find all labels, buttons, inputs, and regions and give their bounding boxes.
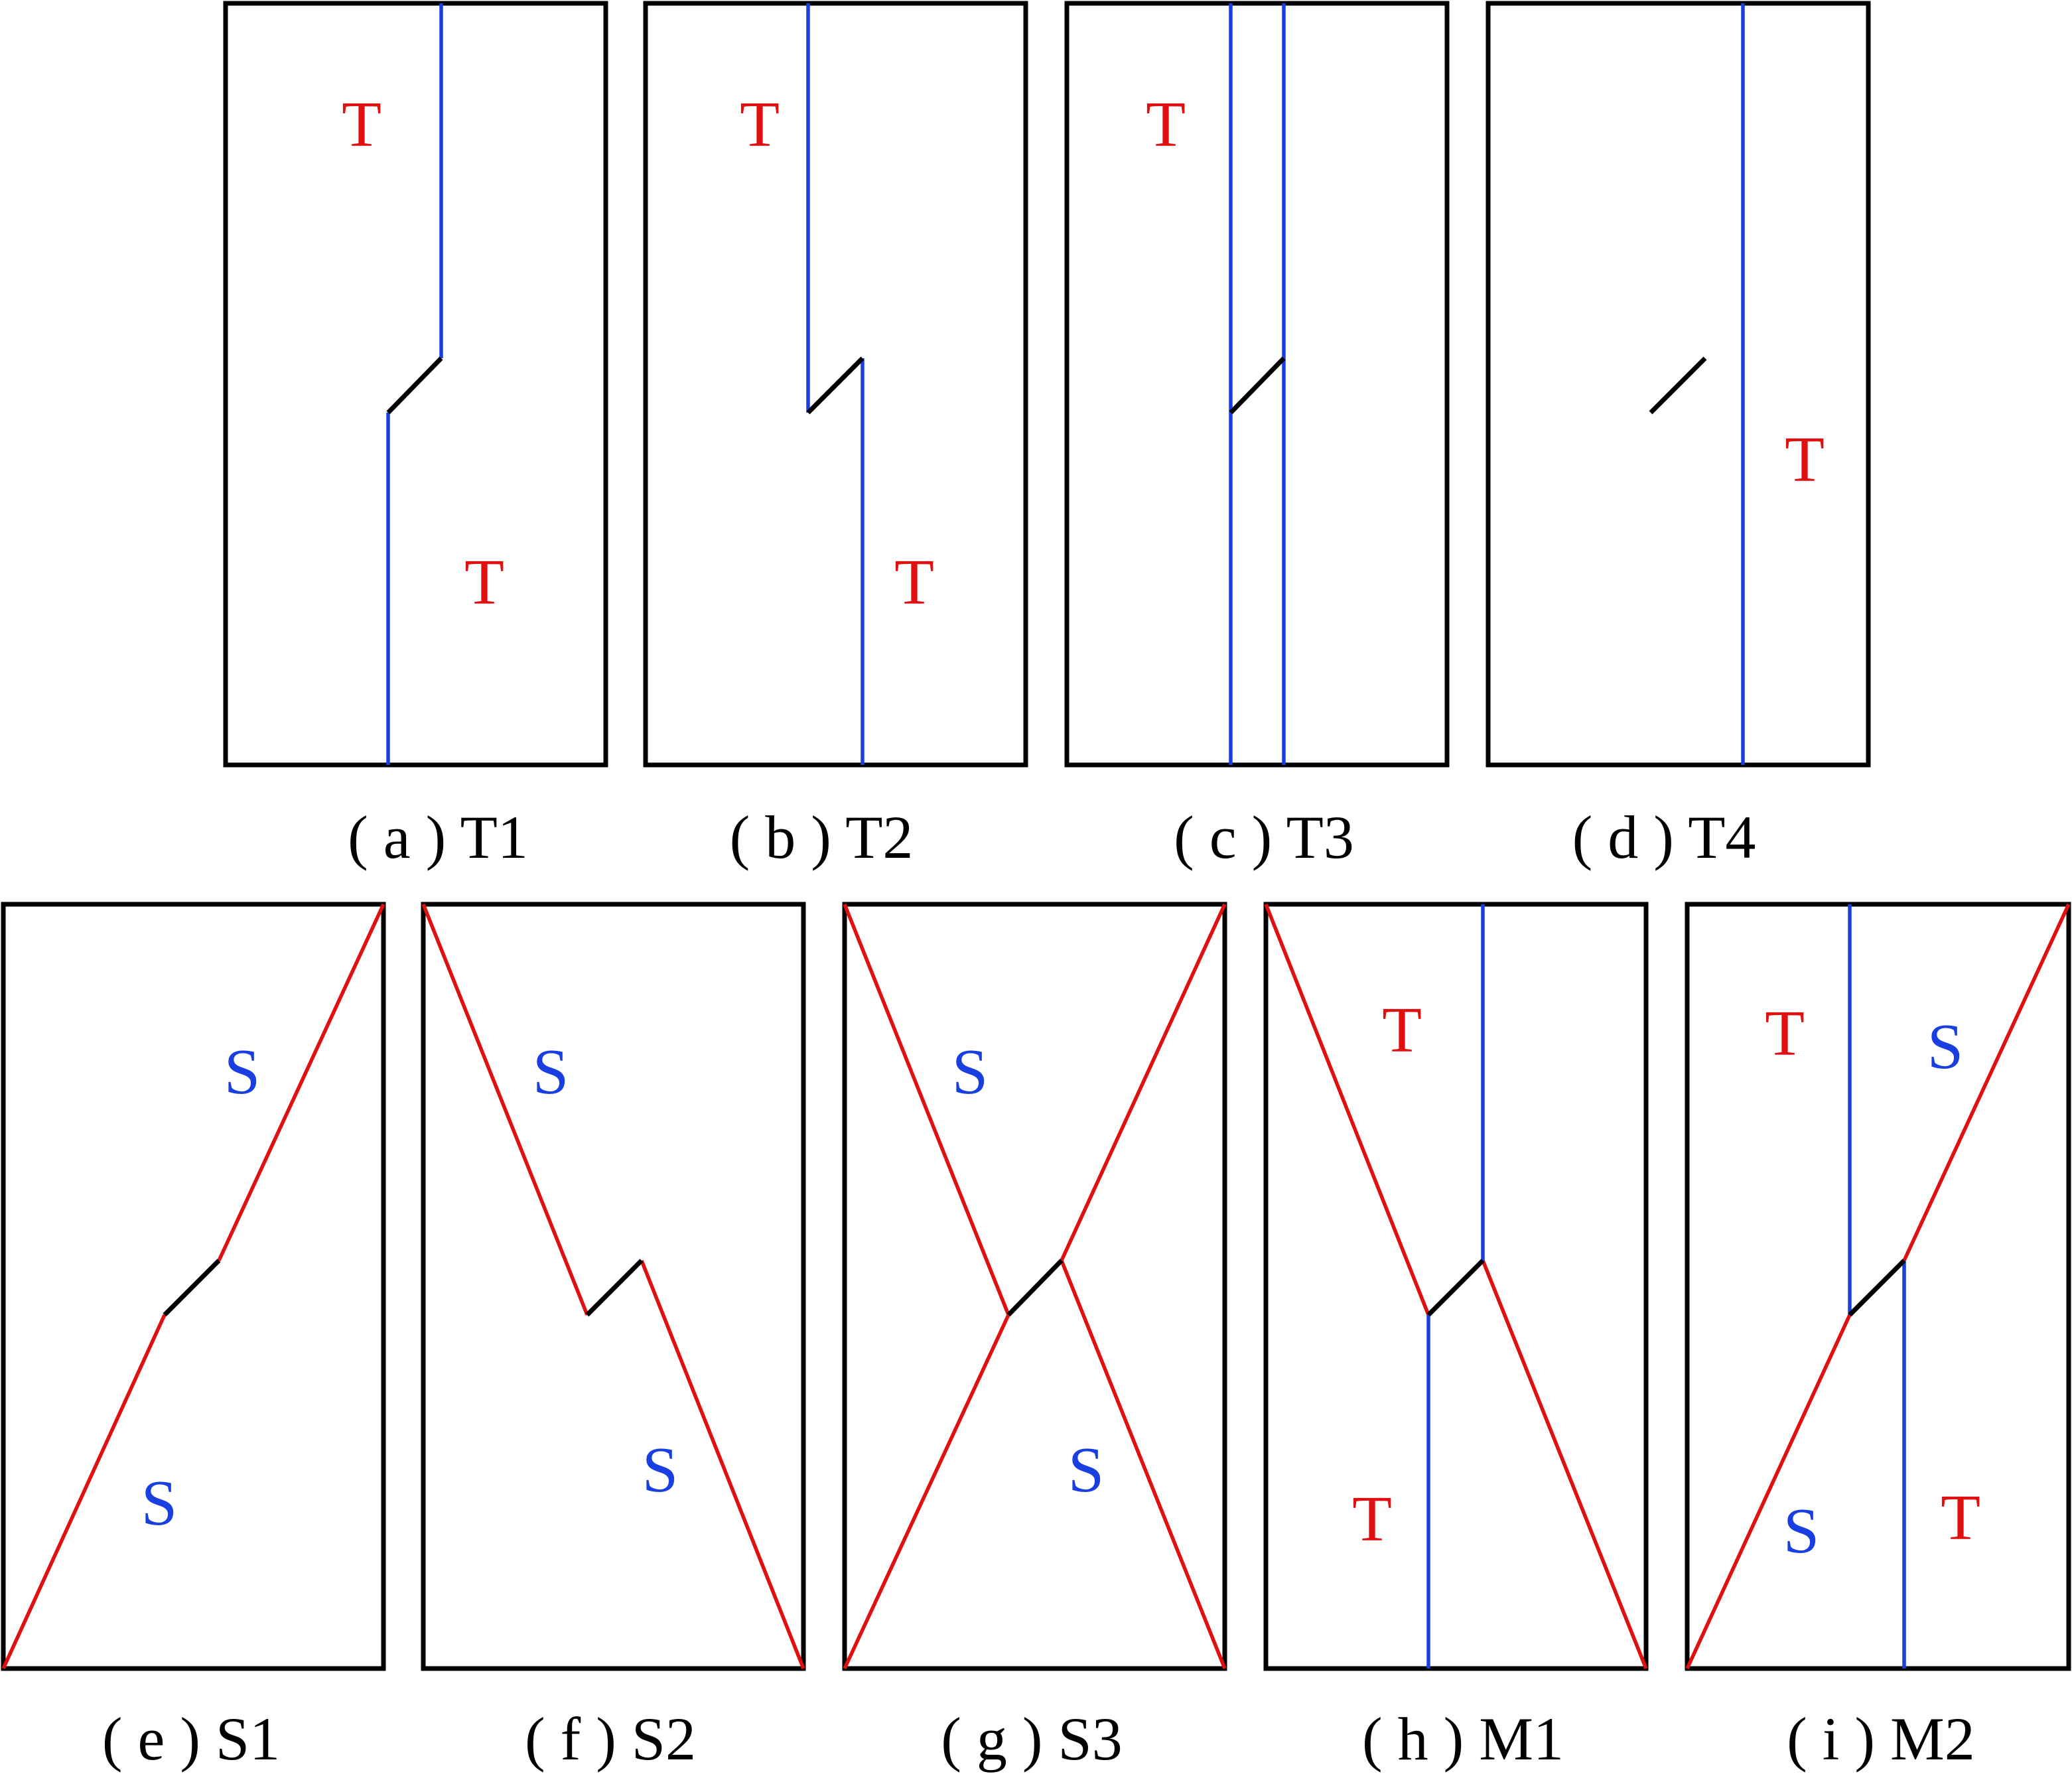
panel-i: T S S T ( i ) M2	[1685, 902, 2071, 1773]
panel-caption: ( b ) T2	[730, 803, 914, 871]
pre-crack	[806, 356, 864, 415]
specimen-frame	[223, 1, 608, 768]
panel-g: S S ( g ) S3	[842, 902, 1227, 1773]
panel-b: T T ( b ) T2	[643, 1, 1028, 871]
specimen-frame	[842, 902, 1227, 1671]
failure-mode-mark: S	[952, 1036, 989, 1108]
pre-crack	[1848, 1259, 1906, 1317]
failure-mode-mark: T	[1382, 994, 1422, 1066]
failure-mode-mark: T	[894, 547, 934, 618]
panel-caption: ( a ) T1	[348, 803, 528, 871]
propagation-path	[1685, 1314, 1852, 1670]
specimen-frame	[1064, 1, 1450, 768]
propagation-path	[1, 1314, 167, 1670]
failure-mode-mark: T	[1352, 1483, 1392, 1555]
specimen-frame	[643, 1, 1028, 768]
panel-caption: ( e ) S1	[102, 1705, 280, 1773]
panel-caption: ( d ) T4	[1572, 803, 1756, 871]
propagation-path	[217, 903, 385, 1262]
specimen-frame	[1, 902, 386, 1671]
failure-mode-mark: T	[1146, 89, 1186, 161]
failure-mode-mark: T	[740, 89, 780, 161]
propagation-path	[1060, 1259, 1227, 1670]
failure-mode-mark: S	[1068, 1434, 1105, 1506]
propagation-path	[843, 1314, 1010, 1670]
failure-mode-mark: T	[464, 547, 504, 618]
panel-c: T ( c ) T3	[1064, 1, 1450, 871]
failure-mode-mark: S	[533, 1036, 569, 1108]
specimen-frame	[421, 902, 806, 1671]
panel-e: S S ( e ) S1	[1, 902, 386, 1773]
panel-d: T ( d ) T4	[1485, 1, 1871, 871]
propagation-path	[1481, 1259, 1648, 1670]
propagation-path	[640, 1259, 805, 1670]
failure-mode-mark: T	[1765, 998, 1805, 1069]
failure-mode-mark: T	[1941, 1482, 1980, 1554]
specimen-frame	[1485, 1, 1871, 768]
panel-f: S S ( f ) S2	[421, 902, 806, 1773]
failure-mode-mark: S	[642, 1434, 679, 1506]
pre-crack	[1229, 356, 1286, 415]
propagation-path	[1060, 903, 1227, 1262]
pre-crack	[585, 1259, 644, 1317]
failure-mode-mark: T	[342, 89, 381, 161]
panel-caption: ( h ) M1	[1362, 1705, 1564, 1773]
pre-crack	[163, 1259, 221, 1317]
specimen-frame	[1263, 902, 1649, 1671]
panel-caption: ( g ) S3	[941, 1705, 1122, 1773]
failure-mode-mark: S	[1927, 1011, 1964, 1083]
failure-mode-mark: S	[1783, 1495, 1820, 1567]
propagation-path	[843, 903, 1010, 1316]
propagation-path	[1902, 903, 2071, 1262]
panel-a: T T ( a ) T1	[223, 1, 608, 871]
pre-crack	[1006, 1259, 1064, 1317]
pre-crack	[1426, 1259, 1485, 1317]
panel-caption: ( c ) T3	[1174, 803, 1354, 871]
panel-h: T T ( h ) M1	[1263, 902, 1649, 1773]
propagation-path	[1264, 903, 1430, 1316]
failure-mode-mark: S	[141, 1467, 178, 1539]
panel-caption: ( i ) M2	[1787, 1705, 1975, 1773]
failure-mode-mark: S	[224, 1036, 261, 1108]
failure-mode-mark: T	[1785, 424, 1825, 496]
panel-caption: ( f ) S2	[525, 1705, 696, 1773]
pre-crack	[1649, 356, 1707, 415]
propagation-path	[421, 903, 589, 1316]
pre-crack	[386, 356, 443, 415]
specimen-frame	[1685, 902, 2071, 1671]
